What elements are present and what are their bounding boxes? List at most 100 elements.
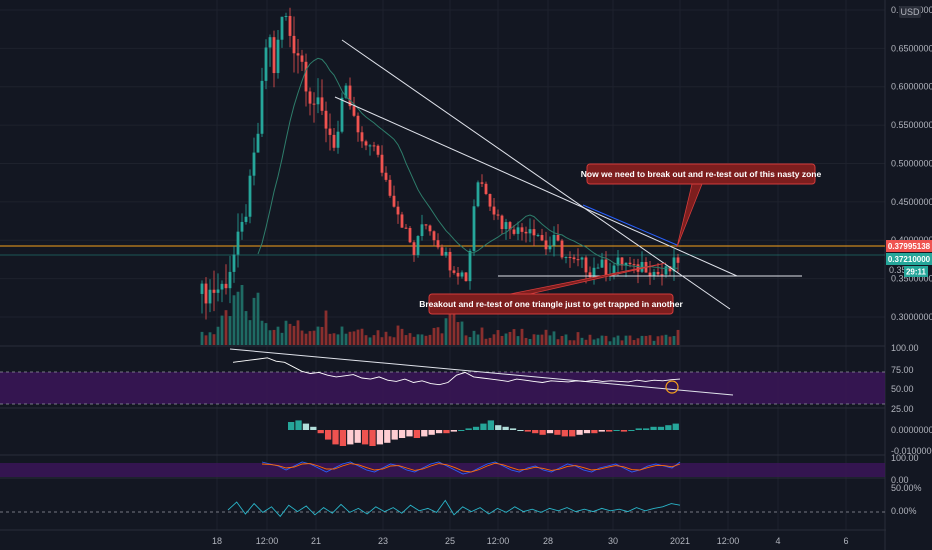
candle-body — [200, 283, 204, 294]
volume-bar — [268, 330, 272, 345]
volume-bar — [396, 325, 400, 345]
candle-body — [292, 35, 296, 54]
candle-body — [536, 235, 540, 237]
upper-trendline[interactable] — [341, 39, 731, 310]
oscillator-line — [227, 499, 681, 518]
volume-bar — [408, 333, 412, 345]
time-tick-label: 30 — [608, 536, 618, 546]
osc-tick-label: 50.00% — [891, 483, 922, 493]
macd-bar — [443, 430, 450, 434]
volume-bar — [600, 335, 604, 345]
volume-bar — [548, 335, 552, 345]
volume-bars — [200, 285, 680, 345]
candle-body — [236, 231, 240, 255]
macd-bar — [435, 430, 443, 434]
volume-bar — [420, 334, 424, 345]
triangle-upper-line[interactable] — [582, 204, 678, 246]
last-price-label: 0.37995138 — [888, 242, 931, 251]
volume-bar — [280, 332, 284, 345]
volume-bar — [368, 337, 372, 345]
usd-badge[interactable]: USD — [899, 6, 921, 18]
stoch-axis: 100.00 0.00 — [891, 453, 919, 485]
candle-body — [340, 97, 344, 132]
candle-body — [496, 214, 500, 216]
candle-body — [308, 91, 312, 104]
candle-body — [384, 172, 388, 180]
volume-bar — [612, 337, 616, 345]
macd-bar — [532, 430, 539, 434]
macd-bar — [295, 420, 302, 430]
volume-bar — [464, 335, 468, 345]
candle-body — [456, 272, 460, 277]
candle-body — [480, 182, 484, 184]
volume-bar — [200, 331, 204, 345]
candle-body — [436, 240, 440, 248]
candle-body — [624, 262, 628, 266]
candle-body — [440, 247, 444, 256]
macd-bar — [509, 428, 517, 430]
callout-top[interactable]: Now we need to break out and re-test out… — [581, 163, 822, 248]
candle-body — [652, 271, 656, 277]
candle-body — [600, 259, 604, 268]
volume-bar — [632, 340, 636, 345]
macd-bar — [583, 430, 591, 434]
trendlines[interactable] — [229, 39, 802, 396]
candle-body — [396, 206, 400, 215]
candle-body — [416, 236, 420, 255]
countdown-tag: 29:11 — [904, 266, 928, 277]
macd-bar — [450, 430, 458, 432]
candle-body — [336, 131, 340, 148]
candle-body — [560, 240, 564, 258]
candle-body — [352, 106, 356, 116]
osc-tick-label: 0.00% — [891, 506, 917, 516]
volume-bar — [372, 335, 376, 345]
volume-bar — [344, 333, 348, 345]
time-tick-label: 6 — [843, 536, 848, 546]
time-tick-label: 2021 — [670, 536, 690, 546]
candle-body — [532, 229, 536, 236]
candle-body — [468, 250, 472, 282]
candle-body — [556, 235, 560, 241]
volume-bar — [504, 333, 508, 345]
candle-body — [332, 134, 336, 148]
stoch-d-line — [261, 462, 681, 473]
macd-bar — [398, 430, 406, 438]
candle-body — [324, 110, 328, 129]
candle-body — [296, 53, 300, 56]
candle-body — [676, 257, 680, 263]
mid-trendline[interactable] — [334, 96, 738, 277]
volume-bar — [288, 323, 292, 345]
candle-body — [348, 85, 352, 107]
macd-bar — [591, 430, 598, 434]
volume-bar — [512, 329, 516, 345]
candle-body — [328, 128, 332, 135]
volume-bar — [308, 331, 312, 345]
candle-body — [392, 195, 396, 207]
candle-body — [412, 242, 416, 255]
rsi-highlight-circle[interactable] — [665, 380, 679, 394]
macd-bar — [606, 430, 613, 432]
rsi-trendline[interactable] — [229, 348, 734, 396]
candle-body — [452, 270, 456, 273]
volume-bar — [544, 329, 548, 345]
macd-bar — [576, 430, 583, 435]
volume-bar — [236, 291, 240, 345]
volume-bar — [224, 310, 228, 345]
callout-bottom[interactable]: Breakout and re-test of one triangle jus… — [419, 262, 683, 315]
volume-bar — [360, 328, 364, 345]
candle-body — [364, 141, 368, 146]
macd-bar — [332, 430, 339, 445]
macd-bar — [643, 428, 650, 430]
candle-body — [572, 257, 576, 260]
moving-average-line — [257, 57, 678, 269]
candle-body — [564, 256, 568, 258]
candle-body — [656, 271, 660, 275]
time-axis[interactable]: 18 12:00 21 23 25 12:00 28 30 2021 12:00 4 6 — [212, 536, 849, 546]
candle-body — [312, 103, 316, 105]
second-price-label: 0.37210000 — [888, 255, 931, 264]
volume-bar — [656, 336, 660, 345]
volume-bar — [436, 327, 440, 345]
